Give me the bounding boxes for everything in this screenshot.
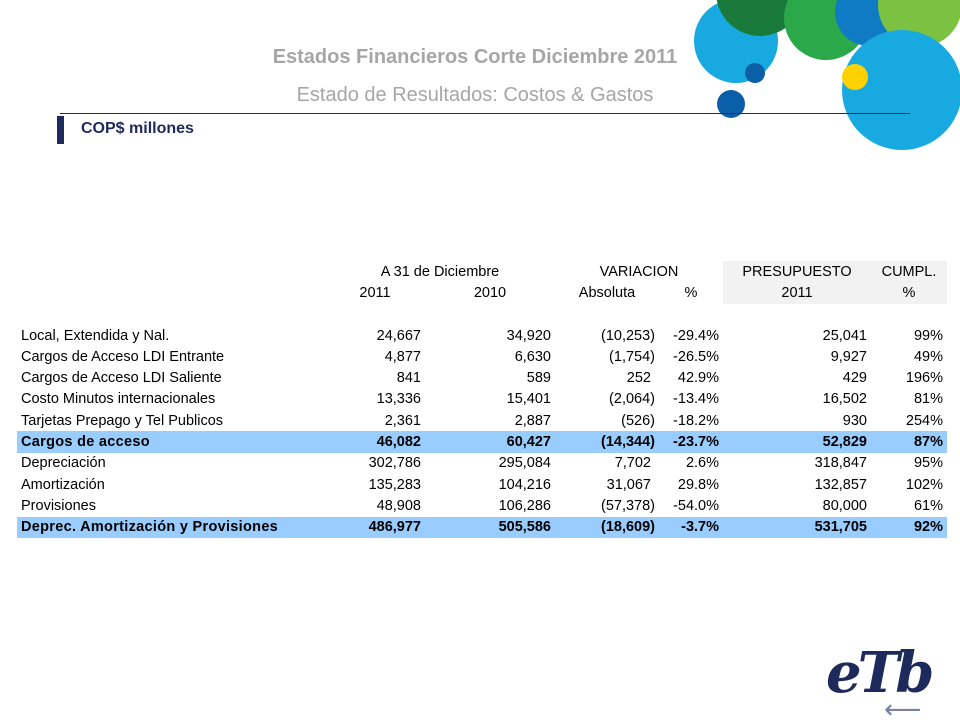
table-sub-header-row: 2011 2010 Absoluta % 2011 %	[17, 282, 947, 304]
back-arrow-icon[interactable]: ⟵	[884, 694, 922, 724]
header-pct: %	[684, 284, 698, 301]
header-divider	[60, 113, 910, 114]
header-period: A 31 de Diciembre	[380, 263, 500, 280]
header-compliance: CUMPL.	[871, 261, 947, 283]
header-2011: 2011	[359, 284, 391, 301]
table-row: Provisiones 48,908 106,286 (57,378) -54.…	[21, 497, 943, 514]
header-2010: 2010	[473, 284, 507, 301]
units-label: COP$ millones	[81, 120, 194, 137]
header-budget: PRESUPUESTO	[723, 261, 871, 283]
table-row: Cargos de Acceso LDI Saliente 841 589 25…	[21, 370, 943, 387]
header-accent-bar	[57, 116, 64, 144]
circle-navy	[717, 90, 745, 118]
table-row: Tarjetas Prepago y Tel Publicos 2,361 2,…	[21, 412, 943, 429]
page-subtitle: Estado de Resultados: Costos & Gastos	[296, 84, 654, 106]
circle-navy-small	[745, 63, 765, 83]
circle-cyan-large	[842, 30, 960, 150]
page-title: Estados Financieros Corte Diciembre 2011	[272, 46, 678, 68]
header-compliance-pct: %	[871, 282, 947, 304]
circle-yellow	[842, 64, 868, 90]
header-variation: VARIACION	[599, 263, 679, 280]
table-row: Depreciación 302,786 295,084 7,702 2.6% …	[21, 455, 943, 472]
financial-table: A 31 de Diciembre VARIACION PRESUPUESTO …	[17, 261, 947, 538]
table-row: Local, Extendida y Nal. 24,667 34,920 (1…	[21, 327, 943, 344]
table-total-row: Deprec. Amortización y Provisiones 486,9…	[17, 516, 947, 538]
header-absolute: Absoluta	[578, 284, 636, 301]
header-budget-year: 2011	[723, 282, 871, 304]
table-row: Costo Minutos internacionales 13,336 15,…	[21, 391, 943, 408]
table-row: Cargos de Acceso LDI Entrante 4,877 6,63…	[21, 348, 943, 365]
circle-green-dark	[716, 0, 804, 36]
table-group-header-row: A 31 de Diciembre VARIACION PRESUPUESTO …	[17, 261, 947, 283]
table-row: Amortización 135,283 104,216 31,067 29.8…	[21, 476, 943, 493]
table-total-row: Cargos de acceso 46,082 60,427 (14,344) …	[17, 431, 947, 453]
etb-logo: eTb	[826, 640, 934, 706]
